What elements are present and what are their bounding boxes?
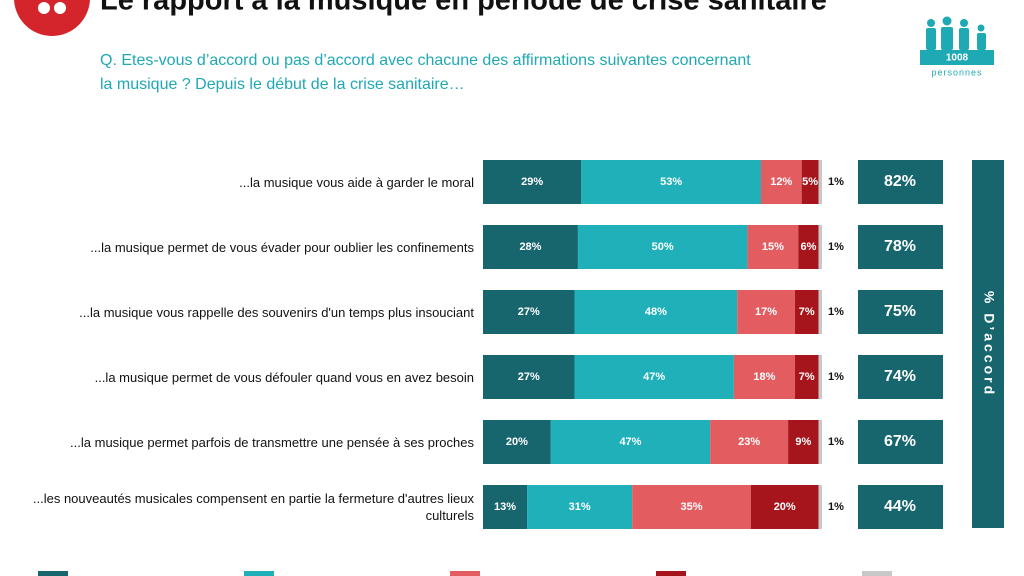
agree-label: 74%: [884, 368, 916, 385]
agree-panel: [972, 160, 1004, 528]
bar-segment: [483, 420, 551, 464]
logo: [14, 0, 90, 36]
agree-box: [858, 420, 943, 464]
legend-swatch: [450, 571, 480, 576]
category-label: ...la musique vous rappelle des souvenir…: [79, 304, 474, 320]
value-label: 47%: [643, 371, 665, 383]
value-label: 6%: [800, 241, 816, 253]
value-label: 1%: [828, 371, 844, 383]
agree-box: [858, 160, 943, 204]
value-label: 20%: [506, 436, 528, 448]
category-label: ...les nouveautés musicales compensent e…: [32, 491, 474, 523]
agree-label: 82%: [884, 173, 916, 190]
bar-segment: [632, 485, 751, 529]
bar-segment: [733, 355, 795, 399]
value-label: 15%: [762, 241, 784, 253]
bar-segment: [483, 160, 582, 204]
value-label: 31%: [569, 501, 591, 513]
bar-segment: [581, 160, 761, 204]
bar-segment: [737, 290, 795, 334]
value-label: 1%: [828, 436, 844, 448]
bar-segment: [483, 290, 575, 334]
bar-segment: [818, 225, 822, 269]
value-label: 23%: [738, 436, 760, 448]
bar-segment: [574, 290, 738, 334]
value-label: 29%: [521, 176, 543, 188]
value-label: 12%: [770, 176, 792, 188]
category-label: ...la musique permet parfois de transmet…: [70, 434, 474, 450]
value-label: 47%: [619, 436, 641, 448]
logo-dot: [38, 2, 50, 14]
bar-segment: [818, 420, 822, 464]
bar-segment: [577, 225, 748, 269]
badge-label: personnes: [931, 67, 982, 77]
legend-swatch: [656, 571, 686, 576]
value-label: 27%: [518, 371, 540, 383]
value-label: 7%: [799, 371, 815, 383]
title: Le rapport à la musique en période de cr…: [100, 0, 827, 17]
category-label: ...la musique permet de vous défouler qu…: [94, 369, 474, 385]
value-label: 1%: [828, 176, 844, 188]
agree-box: [858, 485, 943, 529]
legend-swatch: [862, 571, 892, 576]
bar-segment: [818, 290, 822, 334]
value-label: 18%: [753, 371, 775, 383]
bar-segment: [574, 355, 734, 399]
bar-segment: [818, 355, 822, 399]
bar-segment: [483, 485, 528, 529]
bar-segment: [798, 225, 819, 269]
category-label: ...la musique permet de vous évader pour…: [90, 239, 474, 255]
bar-segment: [550, 420, 711, 464]
value-label: 48%: [645, 306, 667, 318]
badge-icon: [920, 16, 994, 65]
agree-title: % D’accord: [981, 291, 997, 397]
value-label: 50%: [652, 241, 674, 253]
bar-segment: [747, 225, 799, 269]
agree-label: 67%: [884, 433, 916, 450]
bar-segment: [750, 485, 819, 529]
value-label: 5%: [802, 176, 818, 188]
bar-segment: [760, 160, 802, 204]
bar-segment: [801, 160, 819, 204]
bar-segment: [483, 355, 575, 399]
subtitle: la musique ? Depuis le début de la crise…: [100, 76, 465, 93]
value-label: 1%: [828, 241, 844, 253]
bar-segment: [788, 420, 819, 464]
agree-box: [858, 355, 943, 399]
agree-label: 75%: [884, 303, 916, 320]
agree-box: [858, 225, 943, 269]
value-label: 53%: [660, 176, 682, 188]
value-label: 35%: [680, 501, 702, 513]
bar-segment: [527, 485, 633, 529]
bar-segment: [710, 420, 789, 464]
legend-swatch: [244, 571, 274, 576]
subtitle: Q. Etes-vous d’accord ou pas d’accord av…: [100, 52, 751, 69]
value-label: 1%: [828, 501, 844, 513]
value-label: 13%: [494, 501, 516, 513]
agree-label: 78%: [884, 238, 916, 255]
value-label: 20%: [774, 501, 796, 513]
bar-segment: [483, 225, 578, 269]
value-label: 1%: [828, 306, 844, 318]
value-label: 7%: [799, 306, 815, 318]
agree-label: 44%: [884, 498, 916, 515]
bar-segment: [794, 290, 819, 334]
value-label: 28%: [519, 241, 541, 253]
logo-dot: [54, 2, 66, 14]
category-label: ...la musique vous aide à garder le mora…: [239, 174, 474, 190]
bar-segment: [818, 485, 822, 529]
value-label: 17%: [755, 306, 777, 318]
badge-count: 1008: [946, 53, 969, 64]
value-label: 27%: [518, 306, 540, 318]
bar-segment: [794, 355, 819, 399]
legend-swatch: [38, 571, 68, 576]
agree-box: [858, 290, 943, 334]
bar-segment: [818, 160, 822, 204]
value-label: 9%: [795, 436, 811, 448]
